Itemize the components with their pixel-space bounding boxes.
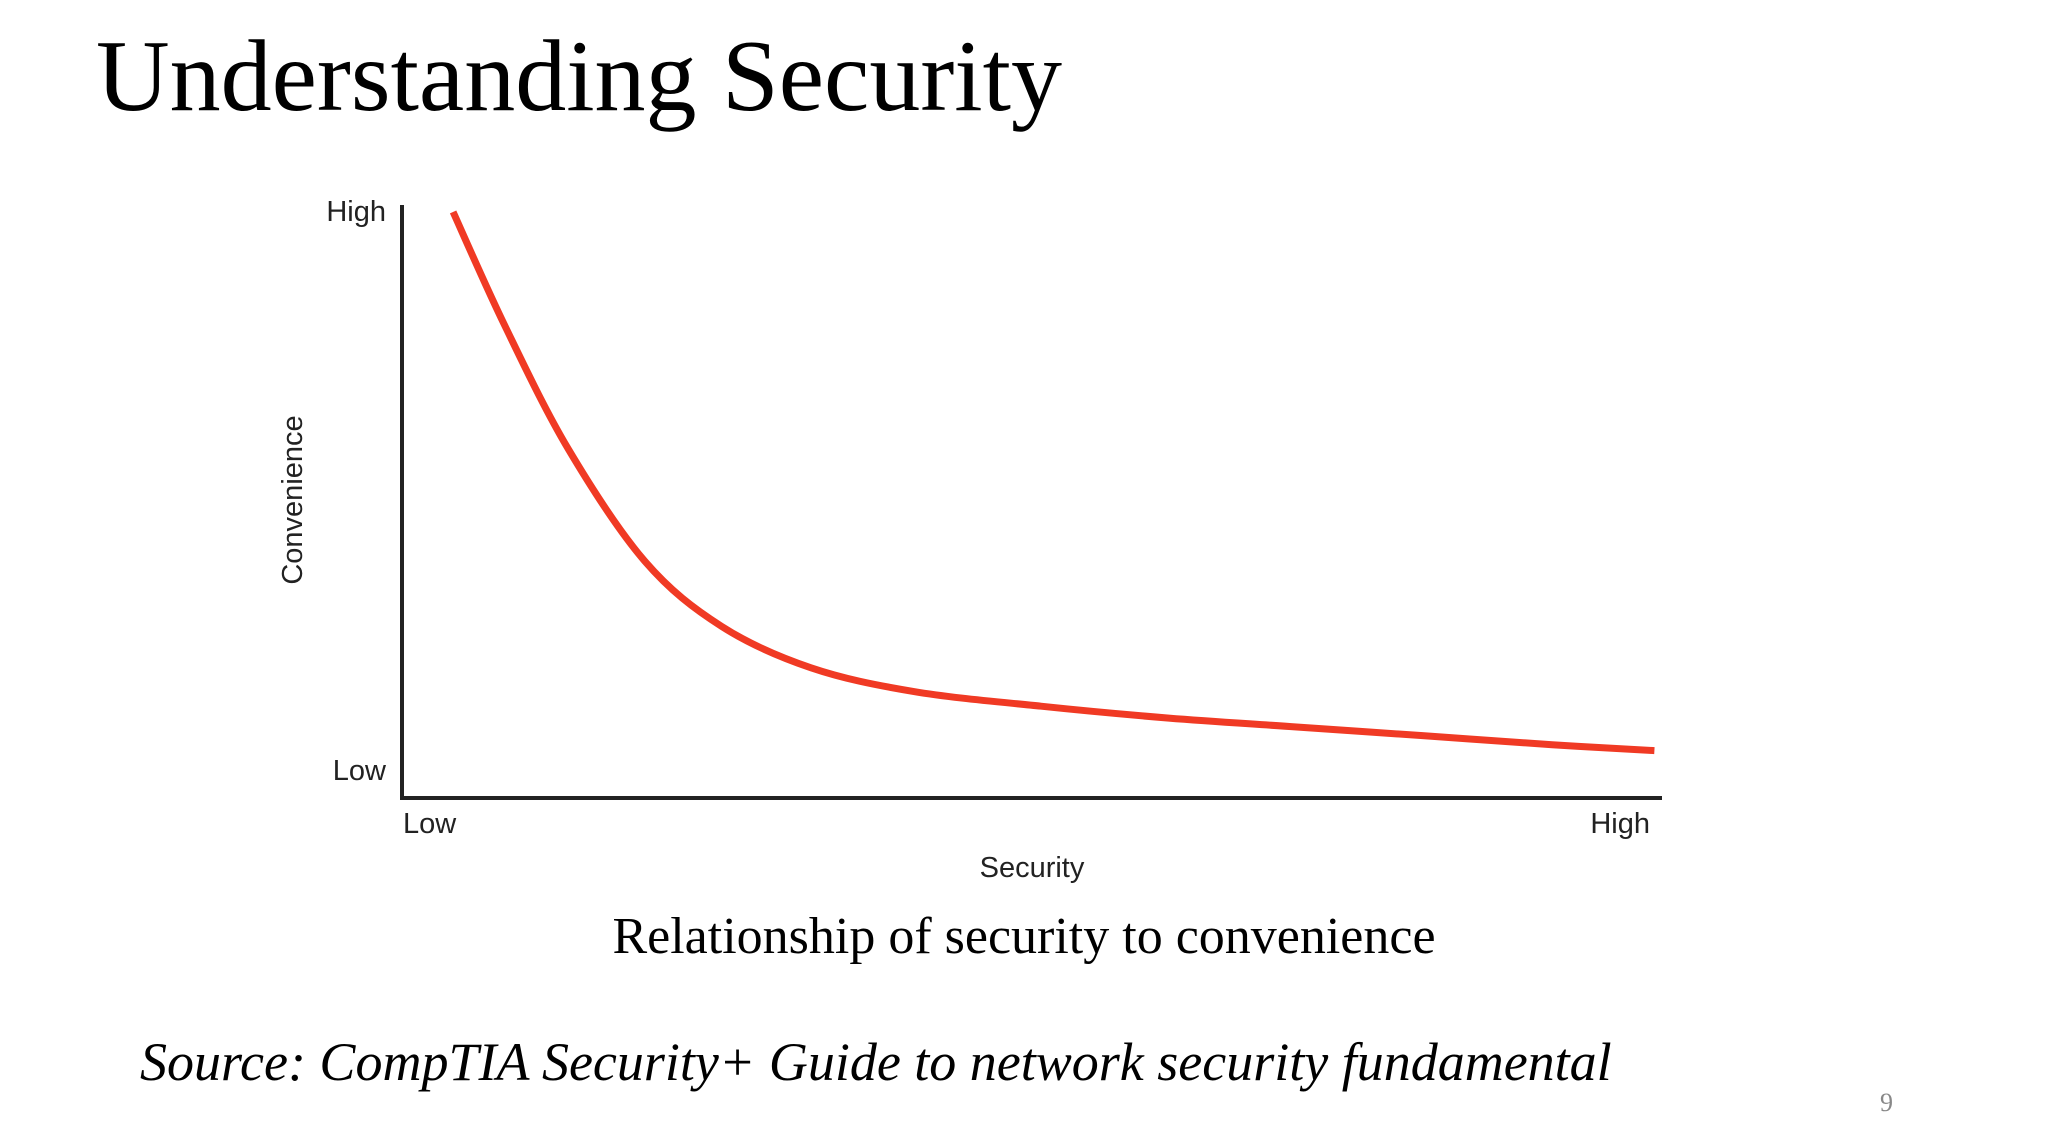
x-tick-label-low: Low [403,808,457,840]
series-line-0 [449,210,1655,755]
y-axis-label: Convenience [277,415,309,584]
slide-title: Understanding Security [96,20,1062,133]
y-tick-label-low: Low [333,755,387,787]
x-tick-label-high: High [1590,808,1650,840]
y-tick-label-high: High [326,196,386,228]
series-layer [449,210,1655,755]
page-number: 9 [1880,1088,1893,1117]
figure-caption: Relationship of security to convenience [612,908,1436,965]
x-axis-label: Security [980,852,1085,884]
source-citation: Source: CompTIA Security+ Guide to netwo… [140,1032,1612,1092]
